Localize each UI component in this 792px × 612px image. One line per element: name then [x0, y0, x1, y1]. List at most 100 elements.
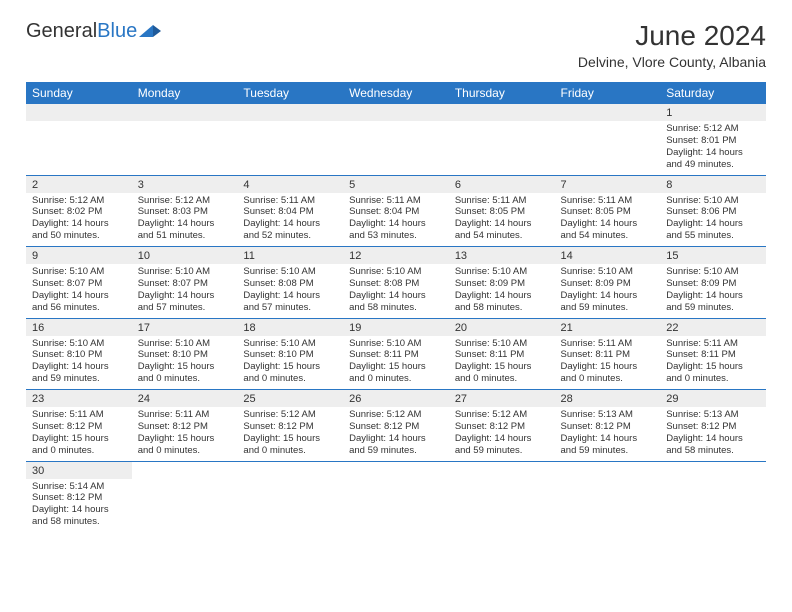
day-number-cell	[343, 104, 449, 121]
sunset-text: Sunset: 8:02 PM	[32, 206, 126, 218]
day-number-cell: 24	[132, 390, 238, 408]
daylight-text: Daylight: 15 hours and 0 minutes.	[243, 361, 337, 385]
sunset-text: Sunset: 8:10 PM	[138, 349, 232, 361]
sunset-text: Sunset: 8:08 PM	[349, 278, 443, 290]
day-data-row: Sunrise: 5:14 AMSunset: 8:12 PMDaylight:…	[26, 479, 766, 533]
sunrise-text: Sunrise: 5:10 AM	[561, 266, 655, 278]
day-data-cell: Sunrise: 5:10 AMSunset: 8:11 PMDaylight:…	[343, 336, 449, 390]
daylight-text: Daylight: 14 hours and 59 minutes.	[349, 433, 443, 457]
day-number-row: 1	[26, 104, 766, 121]
sunrise-text: Sunrise: 5:10 AM	[32, 266, 126, 278]
day-data-row: Sunrise: 5:12 AMSunset: 8:01 PMDaylight:…	[26, 121, 766, 175]
daylight-text: Daylight: 15 hours and 0 minutes.	[349, 361, 443, 385]
day-data-cell: Sunrise: 5:11 AMSunset: 8:05 PMDaylight:…	[555, 193, 661, 247]
day-number-cell: 5	[343, 175, 449, 193]
day-data-row: Sunrise: 5:10 AMSunset: 8:10 PMDaylight:…	[26, 336, 766, 390]
page-title: June 2024	[578, 20, 766, 52]
day-number-cell	[26, 104, 132, 121]
day-number-cell: 11	[237, 247, 343, 265]
sunrise-text: Sunrise: 5:11 AM	[243, 195, 337, 207]
sunset-text: Sunset: 8:09 PM	[666, 278, 760, 290]
day-number-cell: 20	[449, 318, 555, 336]
weekday-header: Monday	[132, 82, 238, 104]
daylight-text: Daylight: 14 hours and 50 minutes.	[32, 218, 126, 242]
sunrise-text: Sunrise: 5:10 AM	[138, 266, 232, 278]
sunset-text: Sunset: 8:07 PM	[32, 278, 126, 290]
day-number-cell: 27	[449, 390, 555, 408]
day-number-cell: 8	[660, 175, 766, 193]
day-data-cell: Sunrise: 5:11 AMSunset: 8:05 PMDaylight:…	[449, 193, 555, 247]
daylight-text: Daylight: 14 hours and 59 minutes.	[561, 290, 655, 314]
day-number-cell: 7	[555, 175, 661, 193]
sunrise-text: Sunrise: 5:12 AM	[243, 409, 337, 421]
day-number-cell: 15	[660, 247, 766, 265]
day-number-row: 2345678	[26, 175, 766, 193]
daylight-text: Daylight: 14 hours and 58 minutes.	[32, 504, 126, 528]
day-number-cell	[555, 461, 661, 479]
daylight-text: Daylight: 14 hours and 58 minutes.	[455, 290, 549, 314]
day-number-row: 16171819202122	[26, 318, 766, 336]
day-data-cell: Sunrise: 5:12 AMSunset: 8:03 PMDaylight:…	[132, 193, 238, 247]
sunrise-text: Sunrise: 5:12 AM	[138, 195, 232, 207]
logo: GeneralBlue	[26, 20, 161, 43]
sunset-text: Sunset: 8:10 PM	[32, 349, 126, 361]
daylight-text: Daylight: 14 hours and 53 minutes.	[349, 218, 443, 242]
sunrise-text: Sunrise: 5:11 AM	[349, 195, 443, 207]
daylight-text: Daylight: 14 hours and 52 minutes.	[243, 218, 337, 242]
sunset-text: Sunset: 8:09 PM	[561, 278, 655, 290]
sunrise-text: Sunrise: 5:10 AM	[349, 338, 443, 350]
day-number-row: 23242526272829	[26, 390, 766, 408]
daylight-text: Daylight: 14 hours and 51 minutes.	[138, 218, 232, 242]
sunrise-text: Sunrise: 5:11 AM	[666, 338, 760, 350]
sunset-text: Sunset: 8:05 PM	[455, 206, 549, 218]
logo-blue: Blue	[97, 20, 137, 43]
day-number-cell: 1	[660, 104, 766, 121]
day-number-cell: 4	[237, 175, 343, 193]
sunrise-text: Sunrise: 5:10 AM	[243, 338, 337, 350]
sunrise-text: Sunrise: 5:13 AM	[561, 409, 655, 421]
sunset-text: Sunset: 8:12 PM	[138, 421, 232, 433]
day-data-cell: Sunrise: 5:10 AMSunset: 8:09 PMDaylight:…	[449, 264, 555, 318]
calendar-body: 1 Sunrise: 5:12 AMSunset: 8:01 PMDayligh…	[26, 104, 766, 532]
sunset-text: Sunset: 8:03 PM	[138, 206, 232, 218]
day-number-cell	[132, 104, 238, 121]
day-data-cell: Sunrise: 5:11 AMSunset: 8:12 PMDaylight:…	[132, 407, 238, 461]
day-data-row: Sunrise: 5:10 AMSunset: 8:07 PMDaylight:…	[26, 264, 766, 318]
day-data-cell	[237, 121, 343, 175]
sunset-text: Sunset: 8:01 PM	[666, 135, 760, 147]
day-number-cell: 30	[26, 461, 132, 479]
sunset-text: Sunset: 8:12 PM	[32, 492, 126, 504]
daylight-text: Daylight: 14 hours and 59 minutes.	[32, 361, 126, 385]
daylight-text: Daylight: 15 hours and 0 minutes.	[455, 361, 549, 385]
sunrise-text: Sunrise: 5:10 AM	[455, 266, 549, 278]
day-number-cell: 19	[343, 318, 449, 336]
day-data-cell	[555, 121, 661, 175]
sunrise-text: Sunrise: 5:11 AM	[455, 195, 549, 207]
day-number-cell: 28	[555, 390, 661, 408]
weekday-header: Saturday	[660, 82, 766, 104]
day-number-cell: 6	[449, 175, 555, 193]
day-number-row: 9101112131415	[26, 247, 766, 265]
day-data-row: Sunrise: 5:12 AMSunset: 8:02 PMDaylight:…	[26, 193, 766, 247]
weekday-header-row: SundayMondayTuesdayWednesdayThursdayFrid…	[26, 82, 766, 104]
day-data-cell: Sunrise: 5:12 AMSunset: 8:02 PMDaylight:…	[26, 193, 132, 247]
sunrise-text: Sunrise: 5:11 AM	[138, 409, 232, 421]
weekday-header: Sunday	[26, 82, 132, 104]
day-data-cell: Sunrise: 5:10 AMSunset: 8:08 PMDaylight:…	[343, 264, 449, 318]
day-data-cell: Sunrise: 5:10 AMSunset: 8:11 PMDaylight:…	[449, 336, 555, 390]
sunrise-text: Sunrise: 5:12 AM	[32, 195, 126, 207]
daylight-text: Daylight: 14 hours and 57 minutes.	[138, 290, 232, 314]
sunrise-text: Sunrise: 5:12 AM	[349, 409, 443, 421]
daylight-text: Daylight: 15 hours and 0 minutes.	[138, 361, 232, 385]
sunset-text: Sunset: 8:11 PM	[561, 349, 655, 361]
day-number-cell: 16	[26, 318, 132, 336]
sunrise-text: Sunrise: 5:12 AM	[455, 409, 549, 421]
sunrise-text: Sunrise: 5:11 AM	[561, 195, 655, 207]
day-number-cell: 21	[555, 318, 661, 336]
daylight-text: Daylight: 14 hours and 58 minutes.	[349, 290, 443, 314]
sunrise-text: Sunrise: 5:10 AM	[32, 338, 126, 350]
day-number-cell	[449, 461, 555, 479]
day-number-cell: 2	[26, 175, 132, 193]
day-number-cell: 9	[26, 247, 132, 265]
daylight-text: Daylight: 14 hours and 56 minutes.	[32, 290, 126, 314]
